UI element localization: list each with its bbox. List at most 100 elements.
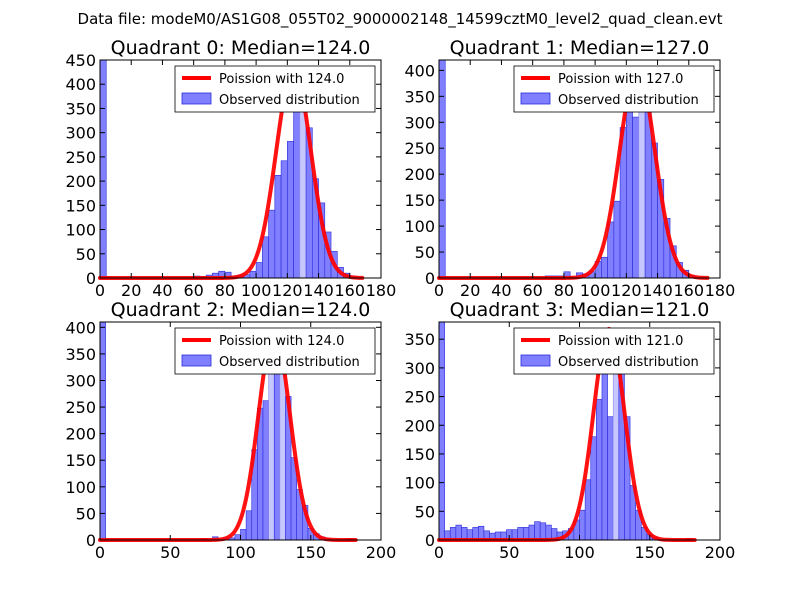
histogram-bar [262,400,269,541]
x-tick-label: 60 [183,281,203,300]
y-tick-label: 250 [404,139,435,158]
x-tick-label: 100 [580,281,611,300]
histogram-bar [293,110,301,279]
legend: Poission with 124.0 Observed distribution [174,65,376,113]
y-tick-label: 200 [65,172,96,191]
x-tick-label: 50 [499,543,519,562]
axes-frame [99,59,382,279]
x-tick-label: 100 [564,543,595,562]
x-tick-label: 120 [272,281,303,300]
x-tick-label: 200 [366,543,397,562]
legend: Poission with 124.0 Observed distribution [174,327,376,375]
axes-frame [438,59,721,279]
legend-bar-swatch [520,354,551,367]
legend-entry-observed: Observed distribution [219,355,360,370]
histogram-bar [584,479,592,541]
y-tick-label: 250 [404,388,435,407]
y-tick-label: 400 [404,61,435,80]
x-tick-label: 80 [554,281,574,300]
x-tick-label: 160 [335,281,366,300]
x-tick-label: 160 [674,281,705,300]
histogram-bar [273,350,281,541]
histogram-bar [268,209,276,279]
legend-entry-poisson: Poission with 124.0 [219,72,344,87]
y-tick-label: 0 [425,531,435,550]
x-tick-label: 60 [522,281,542,300]
x-tick-label: 40 [491,281,511,300]
histogram-bar [99,59,107,279]
histogram-bar [274,175,282,279]
y-tick-label: 250 [65,148,96,167]
y-tick-label: 0 [86,269,96,288]
x-tick-label: 0 [95,543,105,562]
y-tick-label: 50 [76,504,96,523]
y-tick-label: 200 [404,416,435,435]
legend-entry-observed: Observed distribution [558,93,699,108]
legend-bar-swatch [181,354,212,367]
histogram-bar [601,256,608,279]
legend-entry-poisson: Poission with 124.0 [219,334,344,349]
y-tick-label: 50 [415,243,435,262]
legend-bar-swatch [181,92,212,105]
x-tick-label: 140 [303,281,334,300]
legend-entry-observed: Observed distribution [558,355,699,370]
legend-entry-observed: Observed distribution [219,93,360,108]
y-tick-label: 100 [404,474,435,493]
histogram-bar [438,59,446,279]
panel-title: Quadrant 0: Median=124.0 [111,37,371,59]
histogram-bar [245,510,253,541]
y-tick-label: 450 [65,51,96,70]
x-tick-label: 40 [152,281,172,300]
x-tick-label: 20 [460,281,480,300]
panel-title: Quadrant 3: Median=121.0 [450,299,710,321]
y-tick-label: 0 [425,269,435,288]
y-tick-label: 150 [65,196,96,215]
y-tick-label: 150 [404,191,435,210]
quadrant-2-panel: 0 50 100 150 200 0 50 100 150 200 250 300 350 400 Quad… [65,299,396,562]
y-tick-label: 150 [65,451,96,470]
histogram-bar [438,321,445,541]
x-tick-label: 180 [366,281,397,300]
x-tick-label: 0 [434,543,444,562]
x-tick-label: 100 [225,543,256,562]
histogram-bar [455,524,462,541]
y-tick-label: 300 [65,124,96,143]
histogram-bar [632,116,640,279]
x-tick-label: 50 [160,543,180,562]
x-tick-label: 140 [642,281,673,300]
histogram-bar [234,534,241,541]
x-tick-label: 150 [295,543,326,562]
y-tick-label: 100 [65,478,96,497]
histogram-bar [262,236,269,279]
y-tick-label: 300 [404,359,435,378]
y-tick-label: 350 [404,330,435,349]
x-tick-label: 0 [434,281,444,300]
x-tick-label: 100 [241,281,272,300]
histogram-bar [601,361,608,541]
histogram-bar [528,524,535,541]
histogram-bar [596,399,603,541]
histogram-bar [590,436,597,541]
legend-entry-poisson: Poission with 121.0 [558,334,683,349]
y-tick-label: 300 [65,371,96,390]
figure-suptitle: Data file: modeM0/AS1G08_055T02_90000021… [78,10,723,29]
panel-title: Quadrant 2: Median=124.0 [111,299,371,321]
legend: Poission with 127.0 Observed distribution [513,65,715,113]
x-tick-label: 180 [705,281,736,300]
legend-entry-poisson: Poission with 127.0 [558,72,683,87]
histogram-bar [287,141,294,279]
y-tick-label: 200 [65,425,96,444]
quadrant-3-panel: 0 50 100 150 200 0 50 100 150 200 250 300 350 Quadran… [404,299,735,562]
y-tick-label: 100 [404,217,435,236]
y-tick-label: 250 [65,398,96,417]
y-tick-label: 150 [404,445,435,464]
histogram-bar [613,200,621,279]
histogram-bar [579,509,586,541]
x-tick-label: 200 [705,543,736,562]
histogram-bar [545,524,552,541]
y-tick-label: 400 [65,75,96,94]
y-tick-label: 50 [76,245,96,264]
panel-title: Quadrant 1: Median=127.0 [450,37,710,59]
y-tick-label: 400 [65,318,96,337]
legend: Poission with 121.0 Observed distribution [513,327,715,375]
